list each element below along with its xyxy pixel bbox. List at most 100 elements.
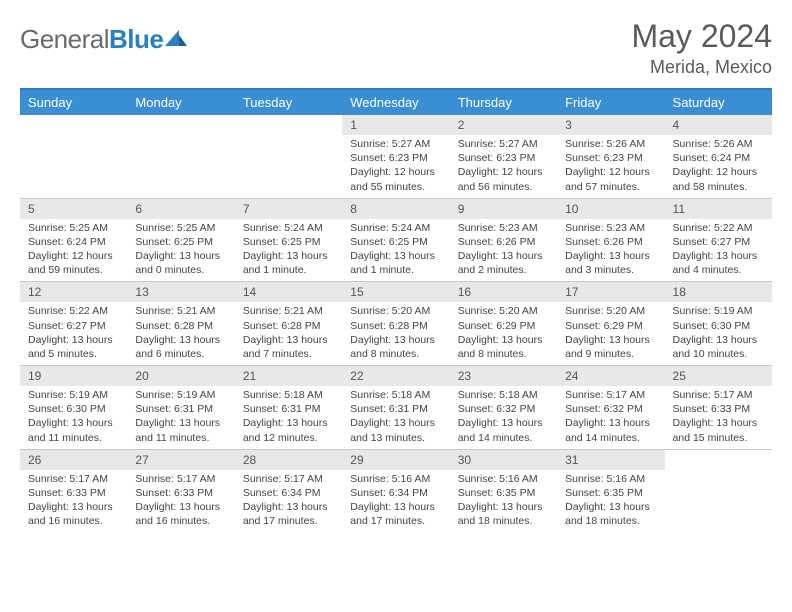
cell-body: Sunrise: 5:27 AMSunset: 6:23 PMDaylight:… [450,135,557,198]
day-number: 8 [342,199,449,219]
sunset-line: Sunset: 6:23 PM [350,151,441,165]
sunset-line: Sunset: 6:28 PM [350,319,441,333]
sunrise-line: Sunrise: 5:26 AM [565,137,656,151]
day-number: 6 [127,199,234,219]
day-number: 13 [127,282,234,302]
day-number: 7 [235,199,342,219]
daylight-line: Daylight: 13 hours and 14 minutes. [565,416,656,444]
daylight-line: Daylight: 13 hours and 8 minutes. [350,333,441,361]
daylight-line: Daylight: 13 hours and 18 minutes. [565,500,656,528]
calendar-cell: 15Sunrise: 5:20 AMSunset: 6:28 PMDayligh… [342,282,449,366]
sunrise-line: Sunrise: 5:23 AM [458,221,549,235]
day-number: 22 [342,366,449,386]
calendar-cell: 2Sunrise: 5:27 AMSunset: 6:23 PMDaylight… [450,115,557,198]
calendar-cell: 7Sunrise: 5:24 AMSunset: 6:25 PMDaylight… [235,198,342,282]
cell-body: Sunrise: 5:16 AMSunset: 6:35 PMDaylight:… [557,470,664,533]
daylight-line: Daylight: 13 hours and 17 minutes. [350,500,441,528]
calendar-cell: 4Sunrise: 5:26 AMSunset: 6:24 PMDaylight… [665,115,772,198]
calendar-cell: 27Sunrise: 5:17 AMSunset: 6:33 PMDayligh… [127,449,234,532]
sunrise-line: Sunrise: 5:24 AM [243,221,334,235]
sunrise-line: Sunrise: 5:19 AM [135,388,226,402]
day-number: 10 [557,199,664,219]
cell-body: Sunrise: 5:16 AMSunset: 6:35 PMDaylight:… [450,470,557,533]
daylight-line: Daylight: 13 hours and 11 minutes. [28,416,119,444]
daylight-line: Daylight: 13 hours and 11 minutes. [135,416,226,444]
logo-text: GeneralBlue [20,24,163,55]
logo-general: General [20,24,109,54]
calendar-cell: 24Sunrise: 5:17 AMSunset: 6:32 PMDayligh… [557,366,664,450]
sunrise-line: Sunrise: 5:20 AM [565,304,656,318]
cell-body: Sunrise: 5:21 AMSunset: 6:28 PMDaylight:… [235,302,342,365]
calendar-table: SundayMondayTuesdayWednesdayThursdayFrid… [20,90,772,532]
calendar-cell: 10Sunrise: 5:23 AMSunset: 6:26 PMDayligh… [557,198,664,282]
day-number: 14 [235,282,342,302]
calendar-cell: 25Sunrise: 5:17 AMSunset: 6:33 PMDayligh… [665,366,772,450]
cell-body: Sunrise: 5:17 AMSunset: 6:32 PMDaylight:… [557,386,664,449]
sunset-line: Sunset: 6:26 PM [458,235,549,249]
daylight-line: Daylight: 13 hours and 5 minutes. [28,333,119,361]
day-number: 29 [342,450,449,470]
daylight-line: Daylight: 13 hours and 1 minute. [350,249,441,277]
daylight-line: Daylight: 12 hours and 57 minutes. [565,165,656,193]
sunrise-line: Sunrise: 5:25 AM [135,221,226,235]
empty-day [20,115,127,135]
sunset-line: Sunset: 6:33 PM [28,486,119,500]
calendar-cell: 22Sunrise: 5:18 AMSunset: 6:31 PMDayligh… [342,366,449,450]
sunrise-line: Sunrise: 5:16 AM [458,472,549,486]
sunrise-line: Sunrise: 5:19 AM [673,304,764,318]
daylight-line: Daylight: 13 hours and 17 minutes. [243,500,334,528]
sunrise-line: Sunrise: 5:17 AM [673,388,764,402]
sunrise-line: Sunrise: 5:18 AM [458,388,549,402]
logo-blue: Blue [109,24,163,54]
sunset-line: Sunset: 6:31 PM [243,402,334,416]
calendar-cell [127,115,234,198]
sunset-line: Sunset: 6:25 PM [135,235,226,249]
calendar-cell: 26Sunrise: 5:17 AMSunset: 6:33 PMDayligh… [20,449,127,532]
logo: GeneralBlue [20,24,187,55]
sunrise-line: Sunrise: 5:16 AM [350,472,441,486]
cell-body: Sunrise: 5:24 AMSunset: 6:25 PMDaylight:… [235,219,342,282]
calendar-cell: 18Sunrise: 5:19 AMSunset: 6:30 PMDayligh… [665,282,772,366]
sunset-line: Sunset: 6:34 PM [350,486,441,500]
sunset-line: Sunset: 6:25 PM [350,235,441,249]
sunset-line: Sunset: 6:32 PM [565,402,656,416]
daylight-line: Daylight: 13 hours and 0 minutes. [135,249,226,277]
calendar-cell: 16Sunrise: 5:20 AMSunset: 6:29 PMDayligh… [450,282,557,366]
daylight-line: Daylight: 12 hours and 55 minutes. [350,165,441,193]
calendar-cell: 6Sunrise: 5:25 AMSunset: 6:25 PMDaylight… [127,198,234,282]
calendar-cell: 28Sunrise: 5:17 AMSunset: 6:34 PMDayligh… [235,449,342,532]
cell-body: Sunrise: 5:19 AMSunset: 6:31 PMDaylight:… [127,386,234,449]
day-header: Sunday [20,90,127,115]
cell-body: Sunrise: 5:17 AMSunset: 6:33 PMDaylight:… [665,386,772,449]
day-number: 2 [450,115,557,135]
cell-body: Sunrise: 5:24 AMSunset: 6:25 PMDaylight:… [342,219,449,282]
sunrise-line: Sunrise: 5:18 AM [350,388,441,402]
calendar-cell: 17Sunrise: 5:20 AMSunset: 6:29 PMDayligh… [557,282,664,366]
day-number: 18 [665,282,772,302]
calendar-body: 1Sunrise: 5:27 AMSunset: 6:23 PMDaylight… [20,115,772,532]
header: GeneralBlue May 2024 Merida, Mexico [20,18,772,78]
daylight-line: Daylight: 12 hours and 56 minutes. [458,165,549,193]
calendar-cell [665,449,772,532]
calendar-cell: 12Sunrise: 5:22 AMSunset: 6:27 PMDayligh… [20,282,127,366]
calendar-cell: 5Sunrise: 5:25 AMSunset: 6:24 PMDaylight… [20,198,127,282]
cell-body: Sunrise: 5:23 AMSunset: 6:26 PMDaylight:… [557,219,664,282]
cell-body: Sunrise: 5:25 AMSunset: 6:25 PMDaylight:… [127,219,234,282]
daylight-line: Daylight: 13 hours and 14 minutes. [458,416,549,444]
sunset-line: Sunset: 6:30 PM [673,319,764,333]
cell-body: Sunrise: 5:18 AMSunset: 6:31 PMDaylight:… [235,386,342,449]
empty-day [235,115,342,135]
sunset-line: Sunset: 6:33 PM [135,486,226,500]
calendar-head: SundayMondayTuesdayWednesdayThursdayFrid… [20,90,772,115]
calendar-cell: 11Sunrise: 5:22 AMSunset: 6:27 PMDayligh… [665,198,772,282]
sunrise-line: Sunrise: 5:23 AM [565,221,656,235]
calendar-week: 19Sunrise: 5:19 AMSunset: 6:30 PMDayligh… [20,366,772,450]
cell-body: Sunrise: 5:17 AMSunset: 6:33 PMDaylight:… [20,470,127,533]
empty-day [665,450,772,470]
day-header: Wednesday [342,90,449,115]
sunset-line: Sunset: 6:31 PM [350,402,441,416]
calendar-week: 5Sunrise: 5:25 AMSunset: 6:24 PMDaylight… [20,198,772,282]
calendar-cell [20,115,127,198]
sunrise-line: Sunrise: 5:18 AM [243,388,334,402]
cell-body: Sunrise: 5:18 AMSunset: 6:32 PMDaylight:… [450,386,557,449]
